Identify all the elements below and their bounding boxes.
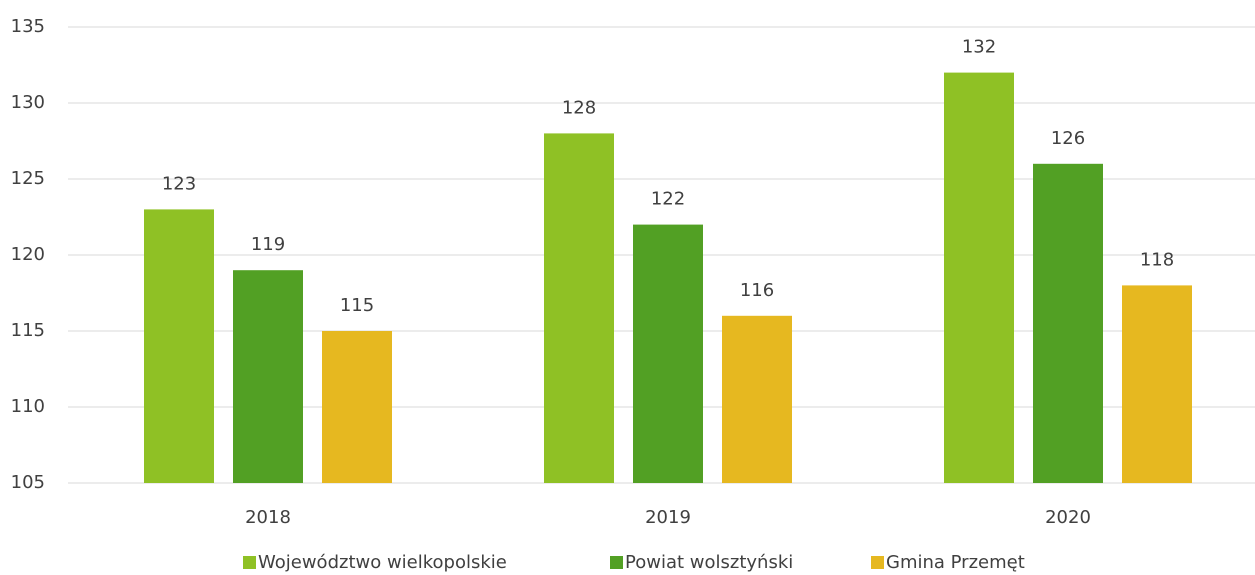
bar [233, 270, 303, 483]
bar [544, 133, 614, 483]
bar [1033, 163, 1103, 484]
y-tick-label: 105 [11, 472, 45, 493]
legend-swatch [871, 556, 884, 569]
legend-label: Gmina Przemęt [886, 552, 1025, 573]
data-label: 118 [1140, 249, 1174, 270]
y-tick-label: 130 [11, 92, 45, 113]
data-label: 116 [740, 280, 774, 301]
data-label: 123 [162, 173, 196, 194]
x-tick-label: 2018 [245, 507, 291, 528]
y-tick-label: 110 [11, 396, 45, 417]
legend-label: Województwo wielkopolskie [258, 552, 507, 573]
data-label: 115 [340, 295, 374, 316]
legend-swatch [610, 556, 623, 569]
legend-label: Powiat wolsztyński [625, 552, 793, 573]
bar [322, 331, 392, 483]
x-tick-label: 2019 [645, 507, 691, 528]
data-label: 128 [562, 97, 596, 118]
y-tick-label: 115 [11, 320, 45, 341]
data-label: 126 [1051, 128, 1085, 149]
bar [722, 315, 792, 483]
bar [944, 72, 1014, 483]
data-label: 132 [962, 37, 996, 58]
y-tick-label: 120 [11, 244, 45, 265]
x-tick-label: 2020 [1045, 507, 1091, 528]
data-label: 122 [651, 189, 685, 210]
bar [144, 209, 214, 483]
data-label: 119 [251, 234, 285, 255]
bar [1122, 285, 1192, 483]
y-tick-label: 125 [11, 168, 45, 189]
bar [633, 224, 703, 483]
y-tick-label: 135 [11, 16, 45, 37]
legend-swatch [243, 556, 256, 569]
